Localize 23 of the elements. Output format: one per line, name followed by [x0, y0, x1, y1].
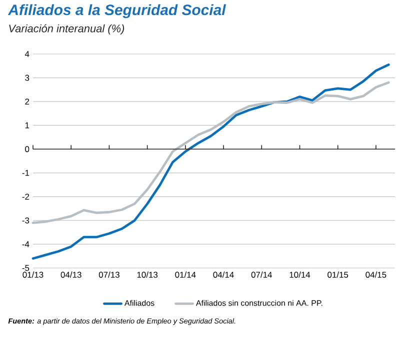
- x-tick-label: 04/15: [366, 272, 386, 278]
- y-tick-label: -1: [22, 170, 30, 176]
- x-tick-label: 07/14: [251, 272, 272, 278]
- x-tick-label: 04/13: [60, 272, 82, 278]
- x-tick-label: 01/15: [328, 272, 348, 278]
- line-series: [32, 64, 390, 260]
- y-tick-label: -4: [22, 241, 30, 248]
- y-tick-label: 0: [25, 146, 30, 152]
- y-tick-label: 1: [25, 122, 30, 128]
- chart-title: Afiliados a la Seguridad Social: [8, 4, 226, 18]
- y-tick-label: 3: [25, 74, 30, 81]
- y-tick-label: -2: [22, 194, 30, 200]
- x-tick-label: 01/13: [22, 272, 44, 278]
- x-tick-label: 10/14: [290, 272, 310, 278]
- y-tick-label: 4: [24, 51, 30, 57]
- x-tick-label: 10/13: [137, 272, 158, 278]
- chart-subtitle: Variación interanual (%): [9, 24, 124, 35]
- y-tick-label: -3: [22, 217, 30, 224]
- y-tick-label: 2: [25, 98, 30, 105]
- x-tick-label: 07/13: [98, 272, 120, 278]
- y-tick-label: -5: [22, 265, 30, 271]
- x-tick-label: 04/14: [213, 272, 234, 278]
- x-tick-label: 01/14: [175, 272, 196, 278]
